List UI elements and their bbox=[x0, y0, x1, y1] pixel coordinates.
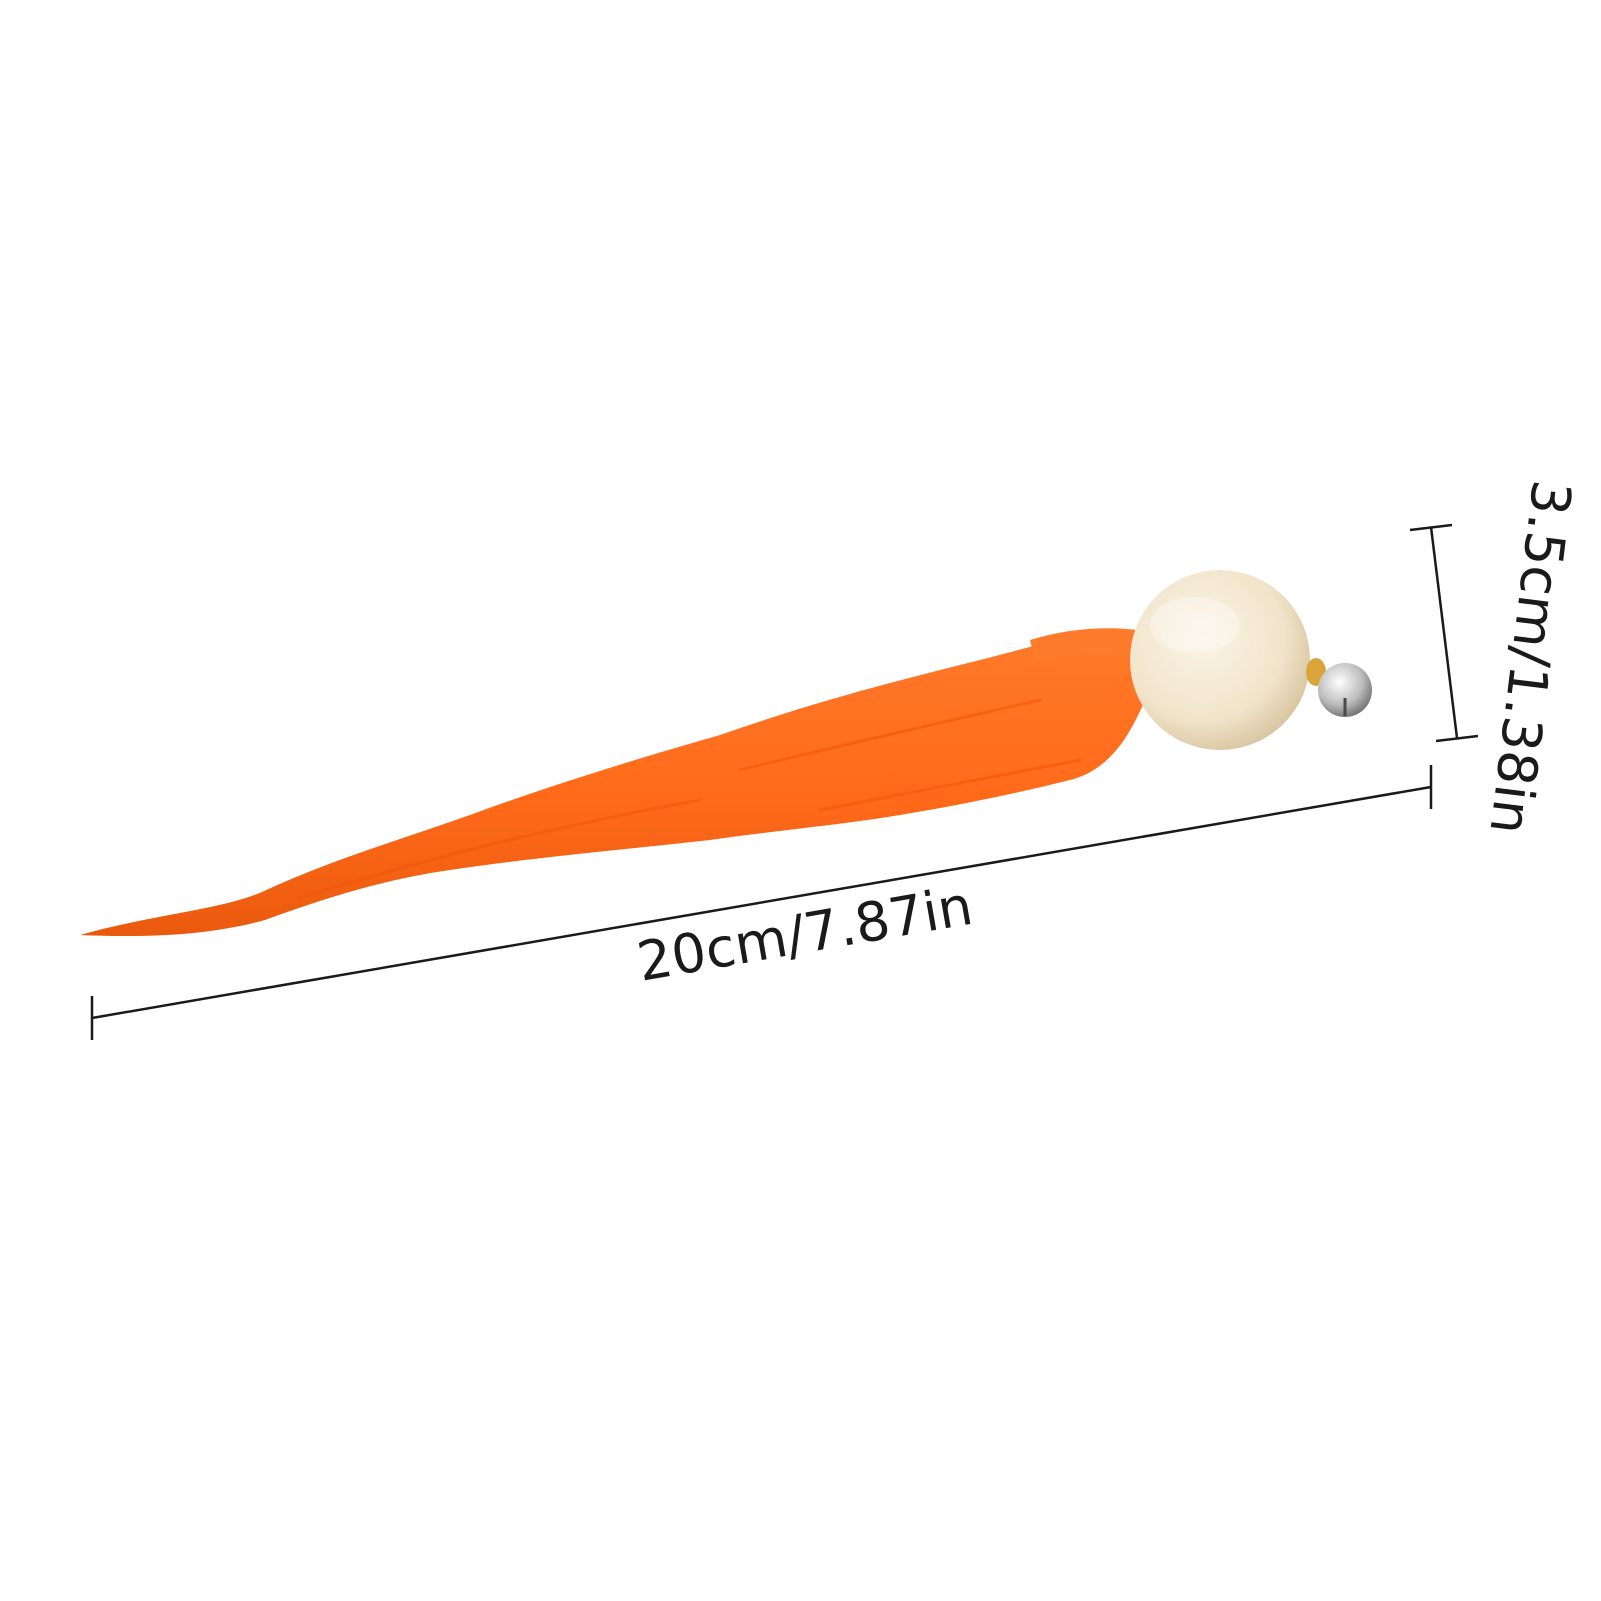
plush-tail bbox=[80, 629, 1145, 937]
tail-top-fold bbox=[1030, 628, 1150, 660]
wooden-ball bbox=[1130, 570, 1310, 750]
diameter-dimension-tick-bottom bbox=[1435, 734, 1479, 743]
plush-tail-texture bbox=[298, 698, 1082, 900]
length-dimension-label: 20cm/7.87in bbox=[633, 874, 977, 994]
length-dimension-line bbox=[91, 785, 1432, 1020]
bell bbox=[1318, 663, 1372, 717]
diameter-dimension-label: 3.5cm/1.38in bbox=[1477, 477, 1583, 838]
diameter-dimension-line bbox=[1429, 526, 1459, 739]
wooden-ball-highlight bbox=[1150, 597, 1240, 653]
diameter-dimension-tick-top bbox=[1409, 523, 1453, 532]
